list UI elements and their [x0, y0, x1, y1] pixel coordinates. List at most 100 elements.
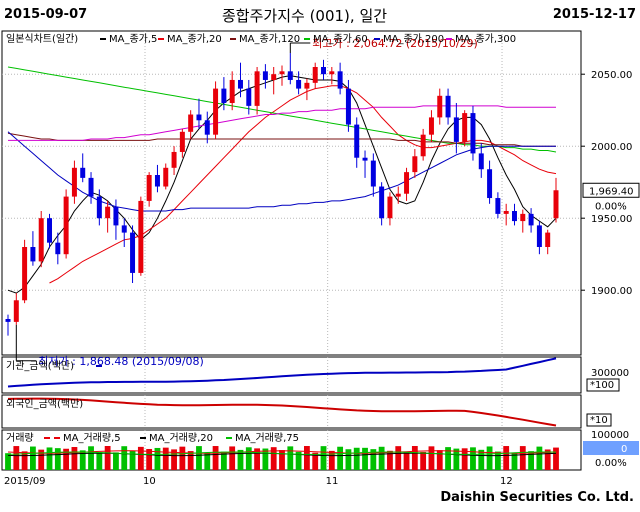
volume-bar [312, 452, 319, 470]
candle-body [470, 113, 476, 154]
volume-bar [229, 446, 236, 470]
candle-body [80, 167, 86, 178]
volume-bar [254, 448, 260, 470]
candle-body [329, 71, 335, 75]
volume-last-value: 0 [621, 444, 627, 455]
candle-body [287, 71, 293, 80]
x-tick-label: 11 [326, 476, 339, 487]
panel-frame-price [1, 30, 582, 356]
candle-body [304, 82, 310, 89]
candle-body [13, 300, 19, 322]
volume-bar [196, 446, 202, 470]
volume-bar [54, 448, 61, 470]
candle-body [437, 95, 443, 118]
institution-unit-box [586, 378, 620, 392]
volume-bar [121, 446, 128, 470]
volume-bar [46, 447, 53, 470]
legend-entry-ma5: MA_종가,5 [109, 33, 157, 45]
candle-body [38, 218, 44, 262]
volume-bar [453, 448, 460, 470]
volume-bar [387, 450, 393, 470]
volume-bar [13, 446, 20, 470]
volume-bar [304, 446, 310, 470]
price-tick-label: 1950.00 [591, 214, 632, 225]
candle-body [121, 225, 127, 233]
volume-bar [395, 446, 402, 470]
candle-body [545, 232, 551, 247]
volume-bar [295, 451, 302, 470]
institution-unit: *100 [590, 380, 614, 391]
x-tick-label: 2015/09 [4, 476, 46, 487]
candle-body [296, 79, 302, 89]
institution-line [7, 357, 557, 388]
candle-body [420, 134, 426, 157]
candlesticks [5, 53, 559, 336]
volume-bar [445, 447, 451, 470]
candle-body [204, 120, 210, 135]
volume-bar [287, 446, 294, 470]
volume-bar [503, 446, 510, 470]
volume-bar [162, 447, 169, 470]
candle-body [511, 211, 517, 222]
volume-bar [337, 446, 344, 470]
candle-body [536, 225, 542, 247]
candle-body [528, 213, 534, 226]
candle-body [246, 88, 252, 106]
volume-bar [262, 448, 269, 470]
volume-bar [146, 448, 153, 470]
volume-bar [171, 449, 177, 470]
candle-body [213, 88, 219, 135]
candle-body [146, 175, 152, 201]
volume-bar [353, 447, 360, 470]
volume-bar [420, 451, 427, 470]
price-legend-label: 일본식차트(일간) [6, 33, 78, 45]
candle-body [387, 196, 393, 219]
volume-bar [79, 450, 86, 470]
candle-body [453, 117, 459, 142]
candle-body [337, 71, 343, 89]
candle-body [428, 117, 434, 135]
volume-bar [486, 446, 493, 470]
volume-bar [63, 448, 70, 470]
volume-bar [553, 447, 559, 470]
candle-body [404, 172, 410, 194]
volume-bar [88, 446, 94, 470]
legend-entry-ma200: MA_종가,200 [383, 33, 444, 45]
last-price: 1,969.40 [589, 186, 634, 197]
volume-last-box [583, 441, 639, 455]
volume-bar [245, 447, 252, 470]
candle-body [262, 71, 268, 80]
volume-bar [370, 449, 377, 470]
volume-bar [30, 446, 36, 470]
x-tick-label: 10 [143, 476, 156, 487]
candle-body [487, 169, 493, 199]
candle-body [221, 88, 227, 103]
institution-legend-label: 기관_금액(백만) [6, 360, 74, 372]
volume-tick-label: 100000 [591, 430, 629, 441]
volume-bar [71, 447, 78, 470]
volume-bar [212, 446, 219, 470]
volume-legend-entry: MA_거래량,20 [149, 432, 213, 444]
volume-bar [279, 450, 285, 470]
volume-bar [104, 446, 111, 470]
last-price-box [582, 182, 640, 198]
volume-ma-line [7, 451, 557, 455]
candle-body [370, 160, 376, 187]
candle-body [188, 114, 194, 132]
volume-bar [5, 453, 11, 470]
end-date: 2015-12-17 [552, 7, 636, 22]
candle-body [229, 79, 235, 103]
candle-body [163, 167, 169, 187]
volume-bar [96, 452, 103, 470]
volume-bar [187, 451, 194, 470]
legend-entry-ma300: MA_종가,300 [455, 33, 516, 45]
volume-bar [204, 452, 211, 470]
candle-body [553, 190, 559, 219]
top-bar: 2015-09-07 종합주가지수 (001), 일간 2015-12-17 [0, 0, 640, 30]
volume-bar [411, 446, 418, 470]
candle-body [130, 232, 136, 273]
candle-body [279, 71, 285, 75]
candle-body [362, 157, 368, 161]
volume-bar [428, 446, 435, 470]
